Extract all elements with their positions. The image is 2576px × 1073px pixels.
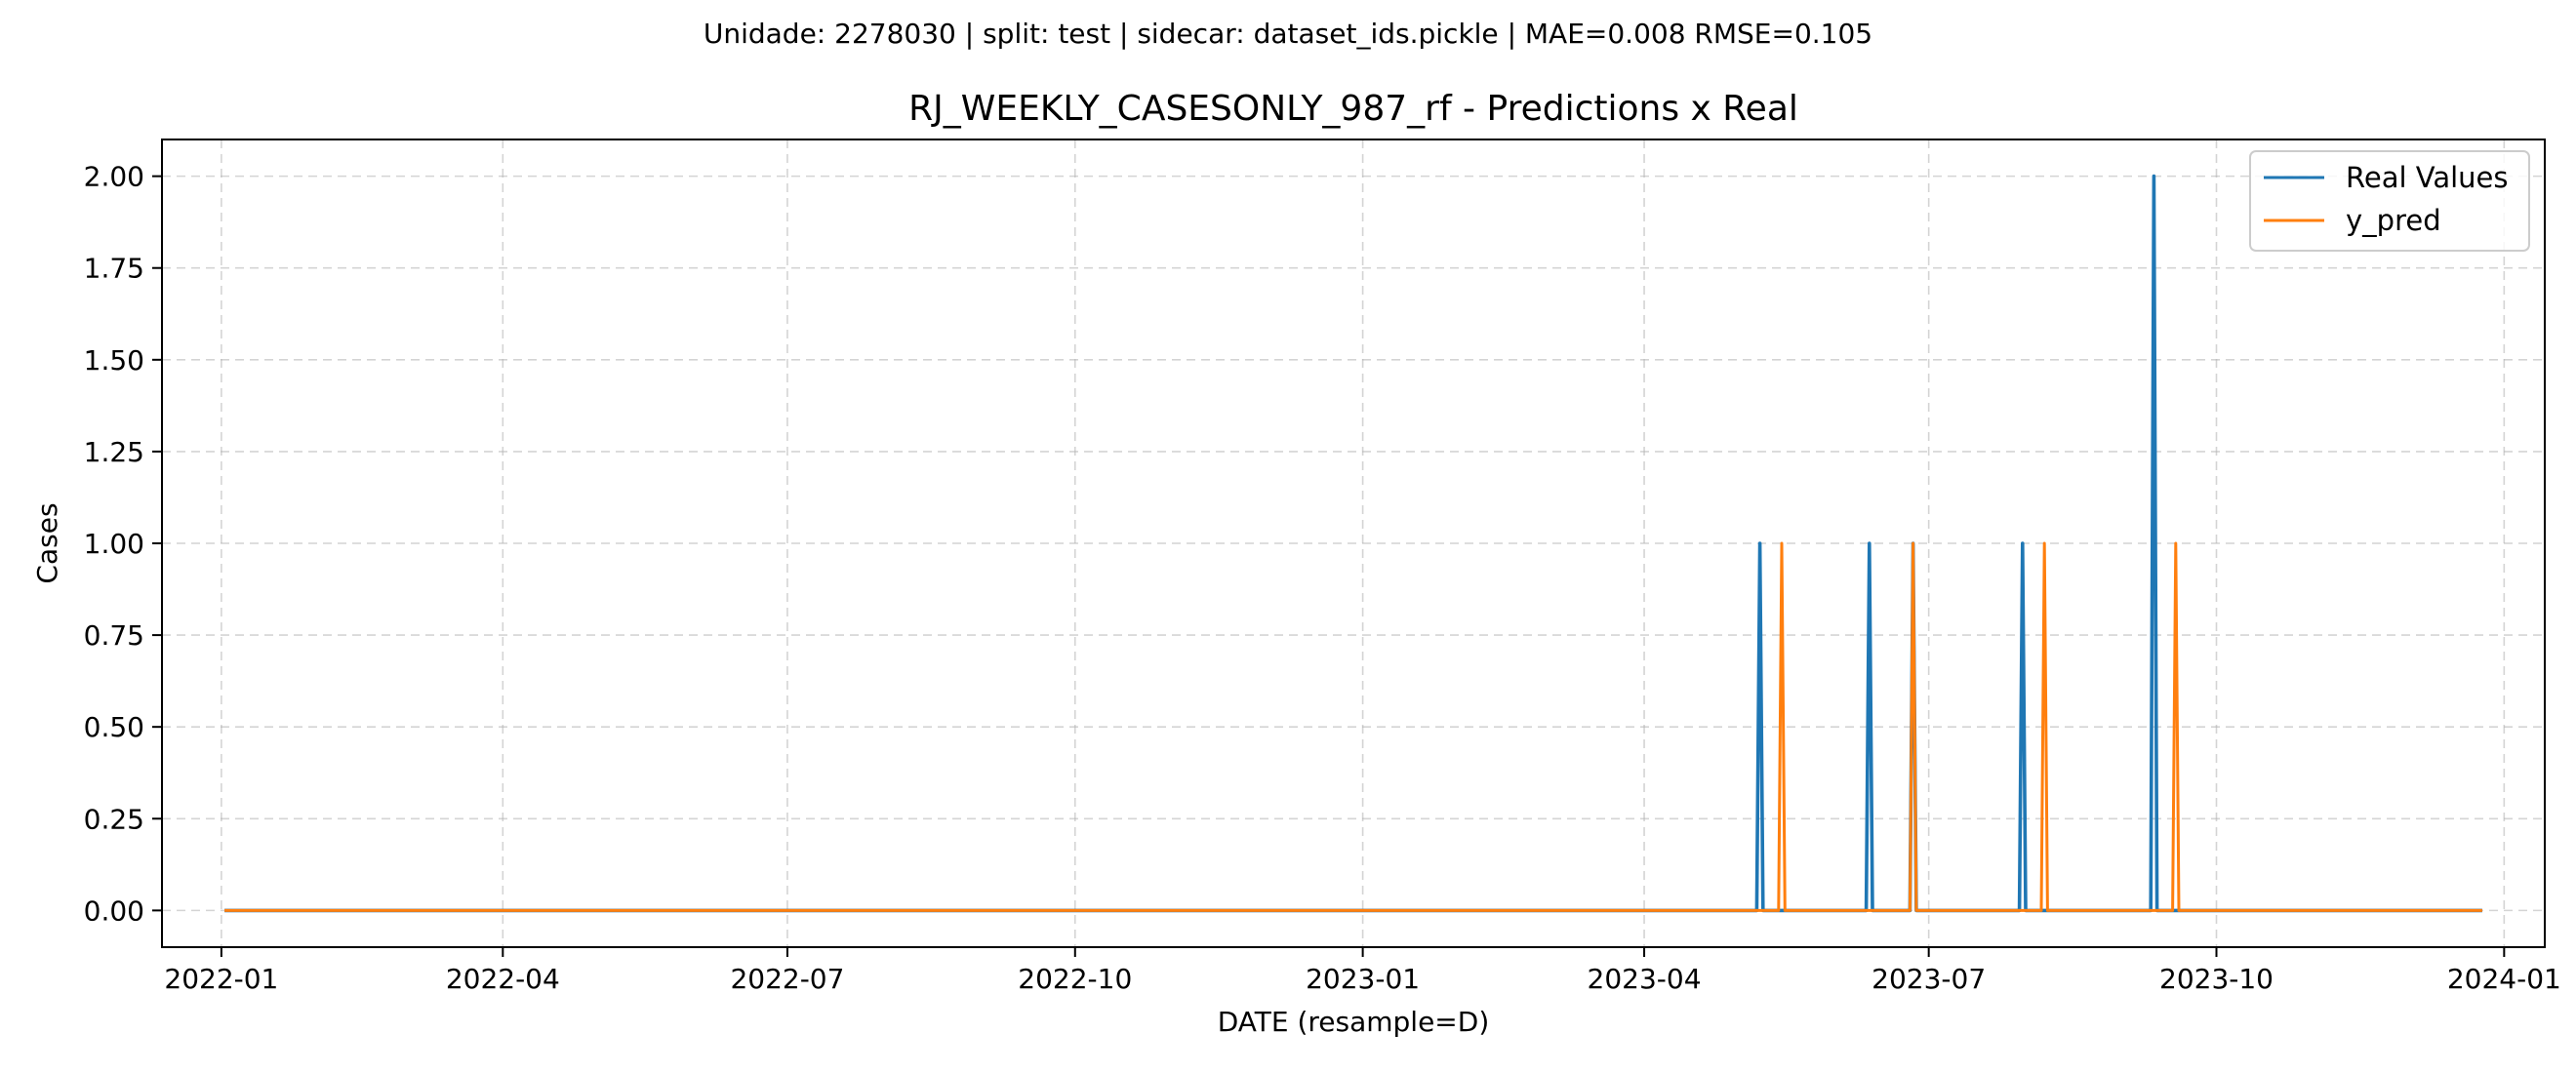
x-tick-label: 2023-07 (1872, 963, 1986, 995)
suptitle: Unidade: 2278030 | split: test | sidecar… (704, 18, 1872, 50)
x-ticks: 2022-01 2022-04 2022-07 2022-10 2023-01 2023-… (164, 947, 2561, 995)
y-tick-label: 1.50 (84, 344, 144, 377)
y-tick-label: 0.00 (84, 894, 144, 927)
x-tick-label: 2022-07 (730, 963, 844, 995)
y-tick-label: 1.25 (84, 436, 144, 468)
y-tick-label: 1.00 (84, 528, 144, 560)
x-tick-label: 2022-04 (446, 963, 560, 995)
x-tick-label: 2023-04 (1588, 963, 1702, 995)
x-tick-label: 2022-01 (164, 963, 278, 995)
y-tick-label: 0.25 (84, 803, 144, 835)
grid (162, 139, 2545, 947)
legend: Real Values y_pred (2249, 150, 2530, 252)
series-line-y-pred (224, 541, 2482, 912)
chart-title: RJ_WEEKLY_CASESONLY_987_rf - Predictions… (908, 89, 1798, 129)
y-tick-label: 0.50 (84, 711, 144, 743)
legend-label-real-values: Real Values (2346, 161, 2508, 194)
y-tick-label: 2.00 (84, 161, 144, 193)
y-ticks: 0.00 0.25 0.50 0.75 1.00 1.25 1.50 1.75 2.00 (84, 161, 162, 927)
x-tick-label: 2024-01 (2447, 963, 2561, 995)
x-tick-label: 2023-01 (1306, 963, 1420, 995)
y-axis-label: Cases (31, 502, 63, 583)
y-tick-label: 0.75 (84, 619, 144, 652)
legend-label-y-pred: y_pred (2346, 204, 2441, 237)
series-layer (224, 174, 2482, 913)
x-axis-label: DATE (resample=D) (1218, 1006, 1490, 1038)
x-tick-label: 2023-10 (2159, 963, 2274, 995)
y-tick-label: 1.75 (84, 253, 144, 285)
x-tick-label: 2022-10 (1018, 963, 1132, 995)
